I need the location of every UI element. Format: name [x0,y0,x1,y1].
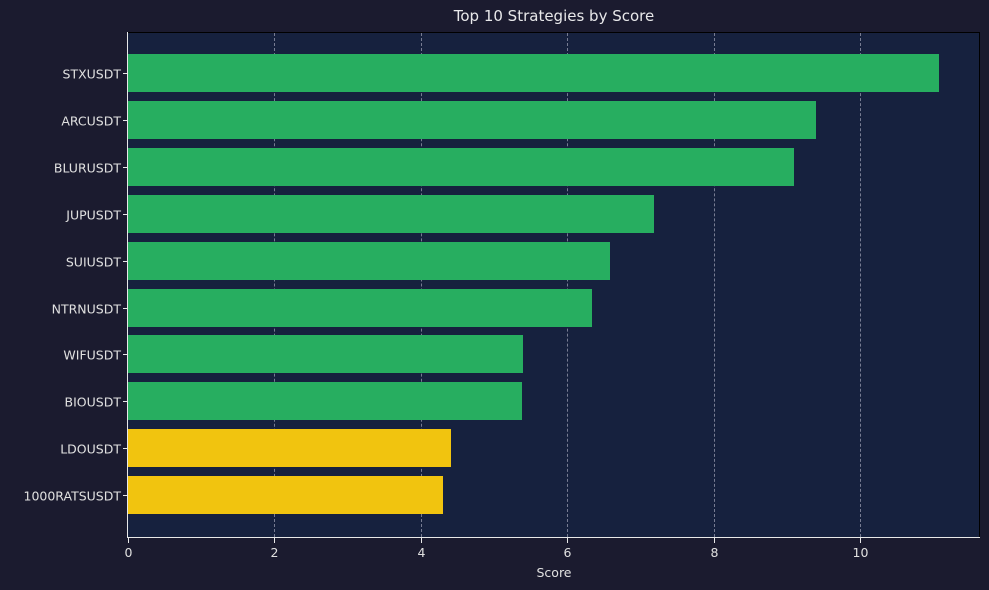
y-tick [123,261,128,262]
x-gridline [714,33,715,537]
y-tick-label: JUPUSDT [66,207,121,223]
y-tick [123,167,128,168]
x-gridline [860,33,861,537]
y-tick-label: LDOUSDT [60,441,121,457]
x-tick-label: 4 [417,545,426,560]
bar-jupusdt [128,195,654,233]
bar-arcusdt [128,101,816,139]
x-tick [567,538,568,543]
y-tick-label: BLURUSDT [53,160,121,176]
x-tick-label: 8 [710,545,719,560]
y-tick-label: STXUSDT [62,66,121,82]
bar-ntrnusdt [128,289,592,327]
bar-wifusdt [128,335,523,373]
x-tick-label: 2 [270,545,279,560]
y-tick-label: SUIUSDT [65,254,121,270]
y-tick-label: 1000RATSUSDT [23,488,122,504]
x-tick [128,538,129,543]
y-tick-label: WIFUSDT [63,347,121,363]
x-gridline [567,33,568,537]
y-tick-label: NTRNUSDT [51,301,121,317]
y-axis-spine [127,32,128,538]
x-tick [860,538,861,543]
y-tick-label: ARCUSDT [61,113,121,129]
y-tick [123,73,128,74]
x-tick [421,538,422,543]
bar-stxusdt [128,54,939,92]
bar-blurusdt [128,148,794,186]
chart-title: Top 10 Strategies by Score [453,7,655,25]
x-tick-label: 10 [852,545,869,560]
x-axis-spine [127,537,980,538]
x-tick-label: 0 [124,545,133,560]
x-gridline [421,33,422,537]
x-axis-title: Score [536,565,572,580]
y-tick [123,354,128,355]
y-tick [123,308,128,309]
y-tick-label: BIOUSDT [64,394,121,410]
bar-biousdt [128,382,522,420]
x-gridline [274,33,275,537]
y-tick [123,495,128,496]
x-tick-label: 6 [563,545,572,560]
y-tick [123,120,128,121]
y-tick [123,448,128,449]
y-tick [123,214,128,215]
bar-1000ratsusdt [128,476,443,514]
x-tick [274,538,275,543]
x-tick [714,538,715,543]
y-tick [123,401,128,402]
bar-suiusdt [128,242,610,280]
bar-ldousdt [128,429,451,467]
